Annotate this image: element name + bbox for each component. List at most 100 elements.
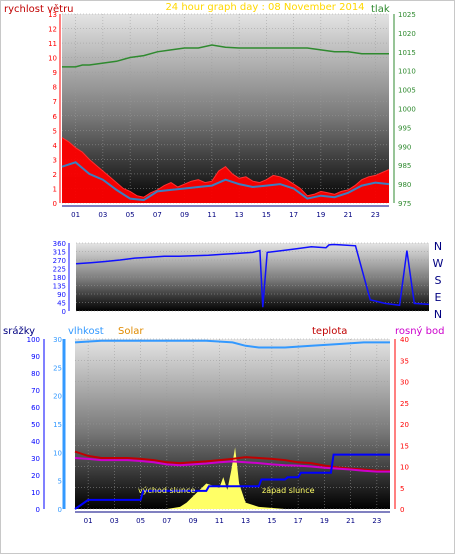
humidity-axis-label: vlhkost (68, 326, 104, 337)
compass-letter: W (433, 257, 444, 270)
compass-letter: S (435, 274, 442, 287)
humidity-tick-label: 100 (27, 336, 40, 344)
hour-tick-label: 05 (126, 211, 135, 219)
hour-tick-label: 03 (110, 517, 119, 525)
hour-tick-label: 07 (162, 517, 171, 525)
humidity-tick-label: 0 (36, 506, 40, 514)
sunrise-annotation: východ slunce (138, 486, 195, 495)
rain-tick-label: 5 (58, 478, 62, 486)
wind-tick-label: 4 (53, 142, 58, 150)
temp-humidity-axes: 0510152025303540010203040506070809010005… (27, 336, 409, 525)
hour-tick-label: 01 (84, 517, 93, 525)
humidity-line (74, 339, 390, 349)
rain-tick-label: 10 (53, 449, 62, 457)
hour-tick-label: 13 (235, 211, 244, 219)
compass-letter: E (435, 291, 442, 304)
pressure-tick-label: 980 (398, 181, 411, 189)
wind-pressure-axes: 0123456789101112139759809859909951000100… (48, 11, 416, 219)
pressure-tick-label: 995 (398, 124, 411, 132)
pressure-tick-label: 985 (398, 162, 411, 170)
direction-tick-label: 270 (53, 257, 66, 265)
temperature-axis-label: teplota (312, 326, 347, 337)
solar-axis-label: Solar (118, 326, 144, 337)
humidity-tick-label: 90 (31, 353, 40, 361)
wind-direction-series (75, 243, 430, 308)
temperature-line (74, 450, 390, 472)
wind-tick-label: 7 (53, 98, 57, 106)
temperature-tick-label: 5 (400, 485, 404, 493)
temperature-tick-label: 10 (400, 464, 409, 472)
hour-tick-label: 11 (207, 211, 216, 219)
temperature-tick-label: 30 (400, 379, 409, 387)
pressure-tick-label: 1000 (398, 106, 416, 114)
direction-tick-label: 45 (57, 300, 66, 308)
pressure-line (62, 44, 389, 68)
compass-letter: N (434, 240, 442, 253)
pressure-tick-label: 1015 (398, 49, 416, 57)
direction-tick-label: 135 (53, 283, 66, 291)
wind-gust-area (62, 137, 389, 203)
hour-tick-label: 15 (267, 517, 276, 525)
wind-tick-label: 11 (48, 40, 57, 48)
wind-tick-label: 0 (53, 200, 57, 208)
dewpoint-axis-label: rosný bod (395, 325, 444, 337)
rain-tick-label: 30 (53, 336, 62, 344)
temperature-tick-label: 0 (400, 506, 404, 514)
wind-tick-label: 6 (53, 113, 58, 121)
chart-title: 24 hour graph day : 08 November 2014 (165, 2, 364, 13)
compass-letter: N (434, 308, 442, 321)
humidity-tick-label: 30 (31, 455, 40, 463)
rain-tick-label: 0 (58, 506, 62, 514)
wind-average-line (61, 161, 390, 202)
wind-direction-line (75, 243, 430, 308)
rain-tick-label: 15 (53, 421, 62, 429)
temperature-tick-label: 25 (400, 400, 409, 408)
pressure-tick-label: 975 (398, 200, 411, 208)
humidity-tick-label: 80 (31, 370, 40, 378)
temperature-tick-label: 20 (400, 421, 409, 429)
pressure-tick-label: 1020 (398, 30, 416, 38)
humidity-tick-label: 50 (31, 421, 40, 429)
direction-tick-label: 180 (53, 274, 66, 282)
direction-tick-label: 225 (53, 266, 66, 274)
temperature-tick-label: 40 (400, 336, 409, 344)
pressure-tick-label: 1025 (398, 11, 416, 19)
rain-line (74, 453, 390, 510)
hour-tick-label: 01 (71, 211, 80, 219)
hour-tick-label: 19 (316, 211, 325, 219)
hour-tick-label: 13 (241, 517, 250, 525)
wind-tick-label: 2 (53, 171, 57, 179)
hour-tick-label: 19 (320, 517, 329, 525)
wind-pressure-series (61, 44, 390, 203)
temp-humidity-grid (75, 338, 390, 510)
humidity-tick-label: 60 (31, 404, 40, 412)
wind-tick-label: 13 (48, 11, 57, 19)
solar-area (166, 447, 285, 509)
wind-speed-axis-label: rychlost větru (4, 3, 74, 15)
sunset-annotation: západ slunce (262, 486, 315, 495)
hour-tick-label: 21 (346, 517, 355, 525)
temp-humidity-series (74, 339, 390, 510)
wind-tick-label: 1 (53, 185, 57, 193)
temperature-tick-label: 15 (400, 442, 409, 450)
hour-tick-label: 03 (98, 211, 107, 219)
hour-tick-label: 15 (262, 211, 271, 219)
wind-tick-label: 5 (53, 127, 57, 135)
direction-tick-label: 90 (57, 291, 66, 299)
pressure-tick-label: 990 (398, 143, 411, 151)
humidity-tick-label: 70 (31, 387, 40, 395)
pressure-tick-label: 1010 (398, 68, 416, 76)
dewpoint-line (74, 457, 390, 473)
rain-axis-label: srážky (3, 325, 35, 337)
humidity-tick-label: 40 (31, 438, 40, 446)
pressure-axis-label: tlak (371, 4, 390, 15)
humidity-tick-label: 20 (31, 472, 40, 480)
rain-tick-label: 20 (53, 393, 62, 401)
wind-speed-line (61, 137, 390, 198)
direction-tick-label: 0 (62, 308, 66, 316)
temperature-tick-label: 35 (400, 357, 409, 365)
hour-tick-label: 21 (344, 211, 353, 219)
wind-tick-label: 9 (53, 69, 57, 77)
